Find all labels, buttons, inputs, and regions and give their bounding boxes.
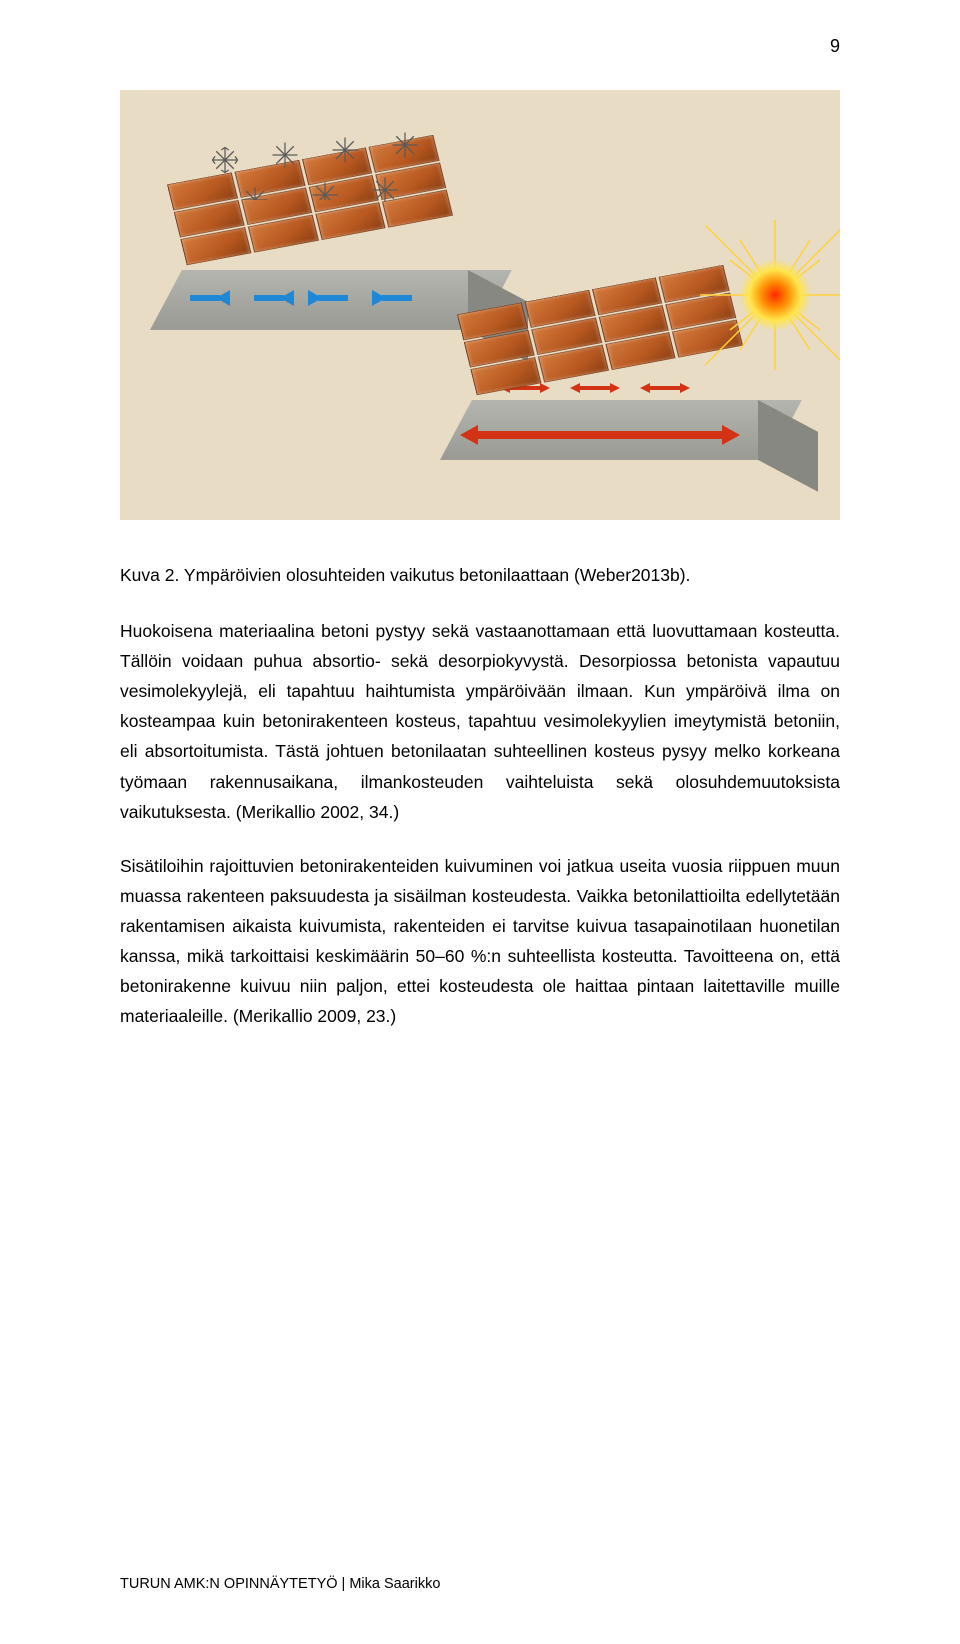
slab-cold	[150, 130, 480, 330]
tile	[592, 277, 663, 315]
snowflake-icon	[270, 140, 300, 170]
arrow-contract-icon	[180, 290, 230, 306]
footer-text: TURUN AMK:N OPINNÄYTETYÖ | Mika Saarikko	[120, 1576, 440, 1592]
figure-background	[120, 90, 840, 520]
body-text: Kuva 2. Ympäröivien olosuhteiden vaikutu…	[120, 560, 840, 1055]
arrow-contract-icon	[372, 290, 422, 306]
paragraph-2: Sisätiloihin rajoittuvien betonirakentei…	[120, 851, 840, 1032]
sun-icon	[700, 220, 840, 370]
arrow-expand-large-icon	[460, 425, 740, 445]
arrow-contract-icon	[244, 290, 294, 306]
snowflake-icon	[390, 130, 420, 160]
arrow-row-cold	[180, 290, 422, 306]
figure	[120, 90, 840, 520]
arrow-expand-small-icon	[640, 380, 690, 390]
paragraph-1: Huokoisena materiaalina betoni pystyy se…	[120, 616, 840, 827]
arrow-expand-small-icon	[570, 380, 620, 390]
snowflake-icon	[210, 145, 240, 175]
snowflake-icon	[330, 135, 360, 165]
figure-caption: Kuva 2. Ympäröivien olosuhteiden vaikutu…	[120, 560, 840, 590]
tile	[524, 290, 595, 328]
page-number: 9	[830, 36, 840, 57]
arrow-contract-icon	[308, 290, 358, 306]
